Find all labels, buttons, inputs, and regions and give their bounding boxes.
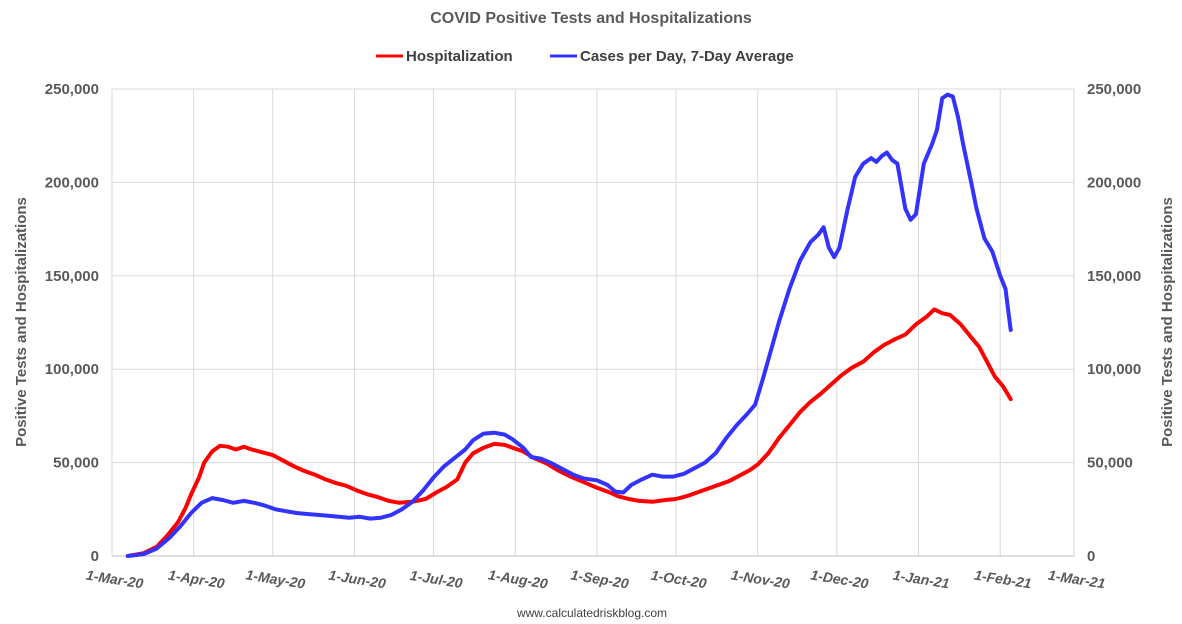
y-tick-right-0: 0	[1087, 548, 1095, 565]
y-tick-left-0: 0	[91, 548, 99, 565]
x-tick-0: 1-Mar-20	[85, 567, 145, 592]
y-tick-left-3: 150,000	[45, 268, 99, 285]
x-tick-7: 1-Oct-20	[650, 567, 708, 592]
y-tick-left-2: 100,000	[45, 361, 99, 378]
x-tick-5: 1-Aug-20	[487, 566, 549, 591]
y-tick-right-5: 250,000	[1087, 81, 1141, 98]
y-tick-left-5: 250,000	[45, 81, 99, 98]
x-tick-1: 1-Apr-20	[167, 567, 226, 592]
y-tick-right-3: 150,000	[1087, 268, 1141, 285]
series-lines	[125, 92, 1013, 558]
legend-label-cases: Cases per Day, 7-Day Average	[580, 48, 794, 65]
x-tick-3: 1-Jun-20	[328, 567, 388, 592]
y-tick-left-1: 50,000	[53, 455, 99, 472]
y-tick-right-1: 50,000	[1087, 455, 1133, 472]
x-tick-6: 1-Sep-20	[570, 567, 630, 592]
x-tick-10: 1-Jan-21	[892, 567, 951, 592]
hospitalization-line	[125, 307, 1013, 558]
y-tick-right-2: 100,000	[1087, 361, 1141, 378]
axis-ticks: 0 0 50,000 50,000 100,000 100,000 150,000 150,0…	[45, 81, 1141, 592]
x-tick-12: 1-Mar-21	[1047, 567, 1107, 592]
x-tick-2: 1-May-20	[245, 566, 307, 591]
y-tick-right-4: 200,000	[1087, 174, 1141, 191]
y-axis-title-left: Positive Tests and Hospitalizations	[13, 197, 30, 447]
x-tick-4: 1-Jul-20	[409, 567, 464, 591]
y-axis-title-right: Positive Tests and Hospitalizations	[1159, 197, 1176, 447]
y-tick-left-4: 200,000	[45, 174, 99, 191]
legend: Hospitalization Cases per Day, 7-Day Ave…	[376, 48, 794, 65]
chart-title: COVID Positive Tests and Hospitalization…	[430, 10, 752, 27]
legend-label-hospitalization: Hospitalization	[406, 48, 513, 65]
x-tick-9: 1-Dec-20	[809, 567, 869, 592]
source-credit: www.calculatedriskblog.com	[516, 606, 667, 620]
x-tick-11: 1-Feb-21	[973, 567, 1033, 592]
cases-line	[125, 92, 1013, 558]
x-tick-8: 1-Nov-20	[730, 567, 791, 592]
